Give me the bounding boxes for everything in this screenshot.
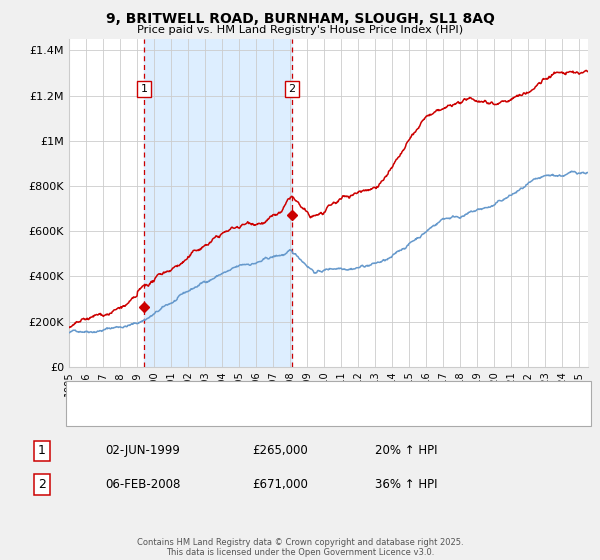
Text: 9, BRITWELL ROAD, BURNHAM, SLOUGH, SL1 8AQ (detached house): 9, BRITWELL ROAD, BURNHAM, SLOUGH, SL1 8…: [114, 390, 454, 400]
Text: 9, BRITWELL ROAD, BURNHAM, SLOUGH, SL1 8AQ: 9, BRITWELL ROAD, BURNHAM, SLOUGH, SL1 8…: [106, 12, 494, 26]
Text: 1: 1: [38, 444, 46, 458]
Text: HPI: Average price, detached house, Buckinghamshire: HPI: Average price, detached house, Buck…: [114, 407, 385, 417]
Text: 1: 1: [141, 84, 148, 94]
Bar: [144, 39, 292, 367]
Text: 36% ↑ HPI: 36% ↑ HPI: [375, 478, 437, 491]
Text: 2: 2: [38, 478, 46, 491]
Text: 20% ↑ HPI: 20% ↑ HPI: [375, 444, 437, 458]
Text: 02-JUN-1999: 02-JUN-1999: [105, 444, 180, 458]
Text: Contains HM Land Registry data © Crown copyright and database right 2025.
This d: Contains HM Land Registry data © Crown c…: [137, 538, 463, 557]
Text: £265,000: £265,000: [252, 444, 308, 458]
Text: 2: 2: [288, 84, 295, 94]
Text: Price paid vs. HM Land Registry's House Price Index (HPI): Price paid vs. HM Land Registry's House …: [137, 25, 463, 35]
Text: £671,000: £671,000: [252, 478, 308, 491]
Text: 06-FEB-2008: 06-FEB-2008: [105, 478, 181, 491]
